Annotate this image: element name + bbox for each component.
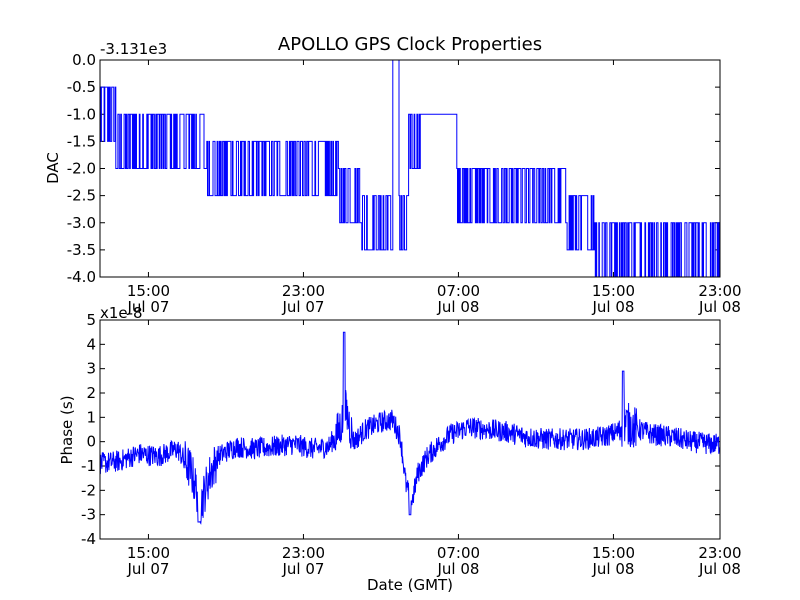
y-tick-label: -1.5: [67, 132, 96, 150]
x-tick-date-label: Jul 08: [698, 560, 741, 578]
x-tick-date-label: Jul 07: [126, 560, 169, 578]
y-tick-label: -2.0: [67, 160, 96, 178]
x-axis-label: Date (GMT): [367, 576, 453, 594]
x-tick-date-label: Jul 08: [436, 560, 479, 578]
x-tick-time-label: 07:00: [437, 282, 480, 300]
x-tick-time-label: 23:00: [282, 282, 325, 300]
y-tick-label: 0: [86, 433, 96, 451]
phase-series-line: [99, 331, 721, 525]
x-tick-time-label: 07:00: [437, 544, 480, 562]
y-tick-label: -1.0: [67, 105, 96, 123]
x-tick-date-label: Jul 07: [281, 560, 324, 578]
phase-offset-label: x1e-8: [100, 304, 143, 322]
dac-ticks: 0.0 -0.5 -1.0 -1.5 -2.0 -2.5 -3.0 -3.5 -4.0 15:00…: [67, 51, 742, 316]
chart-title: APOLLO GPS Clock Properties: [278, 34, 542, 55]
y-tick-label: -1: [81, 457, 96, 475]
phase-plot-frame: [99, 319, 721, 540]
y-tick-label: 0.0: [72, 51, 96, 69]
y-tick-label: -2: [81, 481, 96, 499]
x-tick-time-label: 23:00: [698, 282, 741, 300]
y-tick-label: 2: [86, 384, 96, 402]
y-tick-label: 3: [86, 360, 96, 378]
x-tick-date-label: Jul 07: [126, 298, 169, 316]
y-tick-label: -4.0: [67, 268, 96, 286]
x-tick-date-label: Jul 08: [698, 298, 741, 316]
y-tick-label: -4: [81, 530, 96, 548]
x-tick-date-label: Jul 08: [591, 560, 634, 578]
dac-axis-label: DAC: [44, 152, 62, 184]
y-tick-label: -3.0: [67, 214, 96, 232]
x-tick-date-label: Jul 08: [436, 298, 479, 316]
y-tick-label: -0.5: [67, 78, 96, 96]
dac-panel: -3.131e3 DAC 0.0 -0.5 -1.0 -1.5 -2.0 -2.5 -3.0…: [44, 40, 742, 316]
x-tick-date-label: Jul 07: [281, 298, 324, 316]
x-tick-time-label: 15:00: [127, 282, 170, 300]
x-tick-time-label: 23:00: [698, 544, 741, 562]
y-tick-label: -3.5: [67, 241, 96, 259]
dac-plot-frame: [99, 59, 721, 278]
y-tick-label: -3: [81, 506, 96, 524]
y-tick-label: 4: [86, 335, 96, 353]
x-tick-time-label: 15:00: [592, 544, 635, 562]
y-tick-label: 5: [86, 311, 96, 329]
x-tick-time-label: 15:00: [592, 282, 635, 300]
x-tick-date-label: Jul 08: [591, 298, 634, 316]
x-tick-time-label: 15:00: [127, 544, 170, 562]
phase-axis-label: Phase (s): [58, 395, 76, 464]
x-tick-time-label: 23:00: [282, 544, 325, 562]
y-tick-label: -2.5: [67, 187, 96, 205]
y-tick-label: 1: [86, 408, 96, 426]
dac-offset-label: -3.131e3: [100, 40, 167, 58]
